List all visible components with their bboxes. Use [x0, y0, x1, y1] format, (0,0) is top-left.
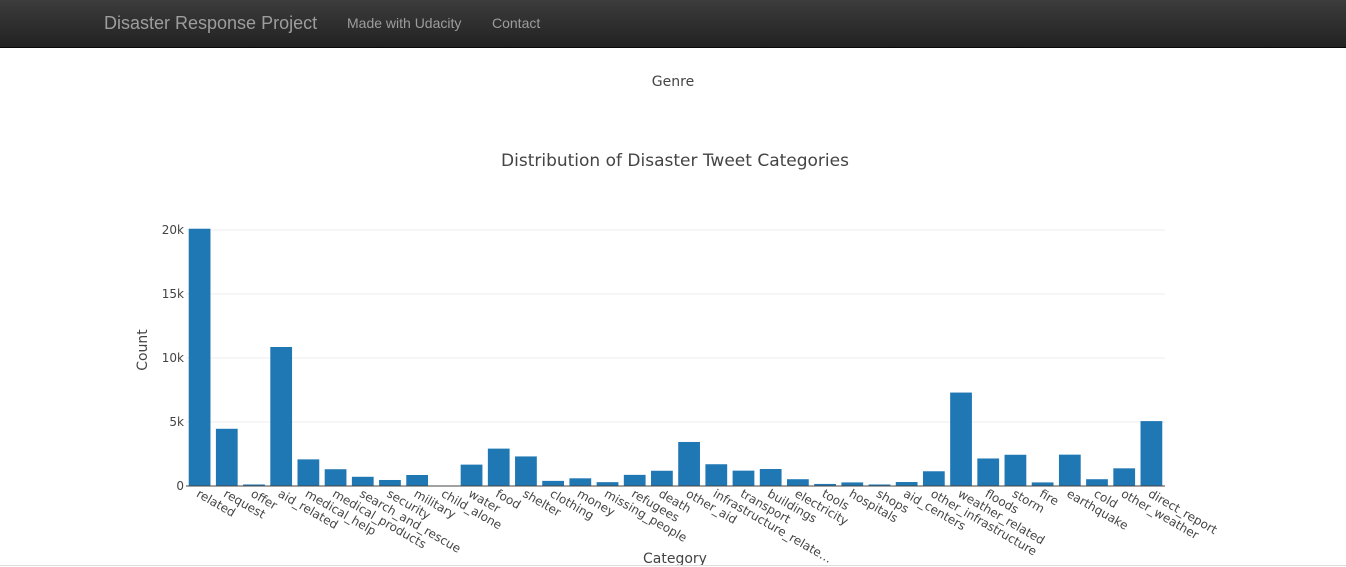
bar-hospitals	[841, 482, 864, 486]
bar-shelter	[515, 456, 537, 486]
bar-request	[215, 428, 238, 486]
bar-storm	[1004, 454, 1027, 486]
bar-cold	[1086, 479, 1108, 486]
bar-search_and_rescue	[351, 476, 374, 486]
bar-offer	[243, 484, 265, 486]
bar-medical_products	[324, 469, 347, 486]
bar-other_weather	[1113, 468, 1136, 486]
bar-shops	[868, 484, 891, 486]
bar-weather_related	[950, 392, 972, 486]
bar-tools	[814, 483, 836, 486]
y-axis-label: Count	[135, 329, 151, 371]
bar-money	[569, 478, 592, 486]
bar-infrastructure_related	[705, 464, 728, 486]
y-tick-label: 10k	[162, 351, 184, 365]
y-tick-label: 5k	[169, 415, 184, 429]
bar-related	[188, 228, 211, 486]
y-tick-label: 15k	[162, 287, 184, 301]
bar-aid_related	[270, 346, 293, 486]
bar-security	[379, 479, 401, 486]
chart-title: Distribution of Disaster Tweet Categorie…	[501, 151, 849, 171]
bar-other_infrastructure	[922, 471, 945, 486]
bar-medical_help	[297, 459, 320, 486]
y-tick-label: 20k	[162, 223, 184, 237]
bar-water	[460, 464, 483, 486]
genre-chart-title: Genre	[651, 74, 695, 90]
bar-electricity	[786, 479, 809, 486]
bar-food	[487, 448, 510, 486]
y-tick-label: 0	[176, 479, 184, 493]
navbar-brand[interactable]: Disaster Response Project	[104, 13, 318, 33]
bar-aid_centers	[895, 482, 918, 486]
bar-transport	[732, 470, 755, 486]
bar-floods	[977, 458, 1000, 486]
bar-missing_people	[596, 482, 619, 486]
navbar: Disaster Response Project Made with Udac…	[0, 0, 1346, 48]
bar-clothing	[542, 480, 565, 486]
bar-refugees	[623, 474, 646, 486]
x-axis-label: Category	[643, 551, 707, 567]
nav-link-made-with-udacity[interactable]: Made with Udacity	[347, 15, 462, 31]
bar-fire	[1031, 482, 1054, 486]
bar-death	[651, 470, 673, 486]
bar-earthquake	[1058, 454, 1081, 486]
nav-link-contact[interactable]: Contact	[492, 15, 541, 31]
bar-buildings	[759, 468, 782, 486]
bar-other_aid	[678, 441, 700, 486]
bottom-divider	[0, 565, 1346, 566]
bar-military	[406, 474, 429, 486]
bar-direct_report	[1140, 421, 1163, 486]
